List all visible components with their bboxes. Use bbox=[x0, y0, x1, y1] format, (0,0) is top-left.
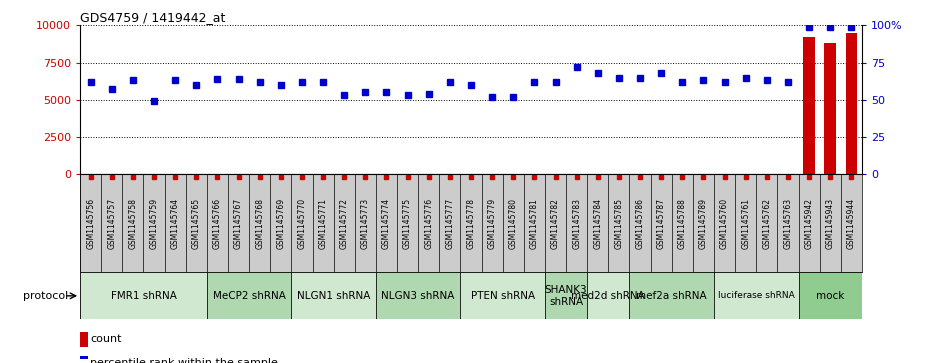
Text: GSM1145779: GSM1145779 bbox=[488, 198, 496, 249]
Text: GSM1145942: GSM1145942 bbox=[804, 198, 814, 249]
Text: GSM1145785: GSM1145785 bbox=[614, 198, 624, 249]
Text: GSM1145772: GSM1145772 bbox=[340, 198, 349, 249]
Text: GSM1145788: GSM1145788 bbox=[678, 198, 687, 249]
Text: GSM1145760: GSM1145760 bbox=[720, 198, 729, 249]
Text: protocol: protocol bbox=[24, 291, 69, 301]
Text: GSM1145774: GSM1145774 bbox=[382, 198, 391, 249]
Text: GSM1145769: GSM1145769 bbox=[276, 198, 285, 249]
Bar bbox=[80, 272, 207, 319]
Bar bbox=[545, 272, 587, 319]
Text: GSM1145761: GSM1145761 bbox=[741, 198, 750, 249]
Text: GSM1145777: GSM1145777 bbox=[446, 198, 454, 249]
Bar bbox=[291, 272, 376, 319]
Text: GSM1145783: GSM1145783 bbox=[572, 198, 581, 249]
Text: GSM1145765: GSM1145765 bbox=[192, 198, 201, 249]
Text: SHANK3
shRNA: SHANK3 shRNA bbox=[544, 285, 588, 307]
Text: GSM1145767: GSM1145767 bbox=[234, 198, 243, 249]
Text: GSM1145944: GSM1145944 bbox=[847, 198, 856, 249]
Bar bbox=[846, 33, 857, 174]
Bar bbox=[376, 272, 461, 319]
Text: GSM1145759: GSM1145759 bbox=[150, 198, 158, 249]
Text: FMR1 shRNA: FMR1 shRNA bbox=[110, 291, 176, 301]
Text: GSM1145758: GSM1145758 bbox=[128, 198, 138, 249]
Text: luciferase shRNA: luciferase shRNA bbox=[718, 291, 795, 300]
Text: GSM1145782: GSM1145782 bbox=[551, 198, 560, 249]
Text: GSM1145781: GSM1145781 bbox=[530, 198, 539, 249]
Bar bbox=[461, 272, 545, 319]
Text: GSM1145943: GSM1145943 bbox=[826, 198, 835, 249]
Text: GSM1145786: GSM1145786 bbox=[636, 198, 644, 249]
Text: GSM1145757: GSM1145757 bbox=[107, 198, 116, 249]
Text: GSM1145787: GSM1145787 bbox=[657, 198, 666, 249]
Text: mock: mock bbox=[816, 291, 844, 301]
Text: percentile rank within the sample: percentile rank within the sample bbox=[90, 358, 278, 363]
Text: MeCP2 shRNA: MeCP2 shRNA bbox=[213, 291, 285, 301]
Text: GSM1145789: GSM1145789 bbox=[699, 198, 708, 249]
Bar bbox=[824, 43, 836, 174]
Text: NLGN1 shRNA: NLGN1 shRNA bbox=[297, 291, 370, 301]
Text: PTEN shRNA: PTEN shRNA bbox=[471, 291, 535, 301]
Text: GSM1145764: GSM1145764 bbox=[171, 198, 180, 249]
Bar bbox=[629, 272, 714, 319]
Text: GSM1145778: GSM1145778 bbox=[466, 198, 476, 249]
Text: GSM1145770: GSM1145770 bbox=[298, 198, 306, 249]
Bar bbox=[804, 37, 815, 174]
Text: GSM1145768: GSM1145768 bbox=[255, 198, 264, 249]
Text: NLGN3 shRNA: NLGN3 shRNA bbox=[382, 291, 455, 301]
Text: GSM1145784: GSM1145784 bbox=[593, 198, 602, 249]
Text: GSM1145756: GSM1145756 bbox=[86, 198, 95, 249]
Bar bbox=[587, 272, 629, 319]
Text: GSM1145762: GSM1145762 bbox=[762, 198, 771, 249]
Text: GSM1145775: GSM1145775 bbox=[403, 198, 412, 249]
Bar bbox=[80, 356, 88, 363]
Text: mef2a shRNA: mef2a shRNA bbox=[637, 291, 707, 301]
Text: GSM1145780: GSM1145780 bbox=[509, 198, 518, 249]
Text: GSM1145766: GSM1145766 bbox=[213, 198, 222, 249]
Bar bbox=[207, 272, 291, 319]
Bar bbox=[799, 272, 862, 319]
Text: GSM1145771: GSM1145771 bbox=[318, 198, 328, 249]
Text: GSM1145776: GSM1145776 bbox=[424, 198, 433, 249]
Text: GSM1145763: GSM1145763 bbox=[784, 198, 792, 249]
Bar bbox=[714, 272, 799, 319]
Text: GSM1145773: GSM1145773 bbox=[361, 198, 370, 249]
Text: count: count bbox=[90, 334, 122, 344]
Text: med2d shRNA: med2d shRNA bbox=[572, 291, 645, 301]
Bar bbox=[80, 332, 88, 347]
Text: GDS4759 / 1419442_at: GDS4759 / 1419442_at bbox=[80, 11, 225, 24]
